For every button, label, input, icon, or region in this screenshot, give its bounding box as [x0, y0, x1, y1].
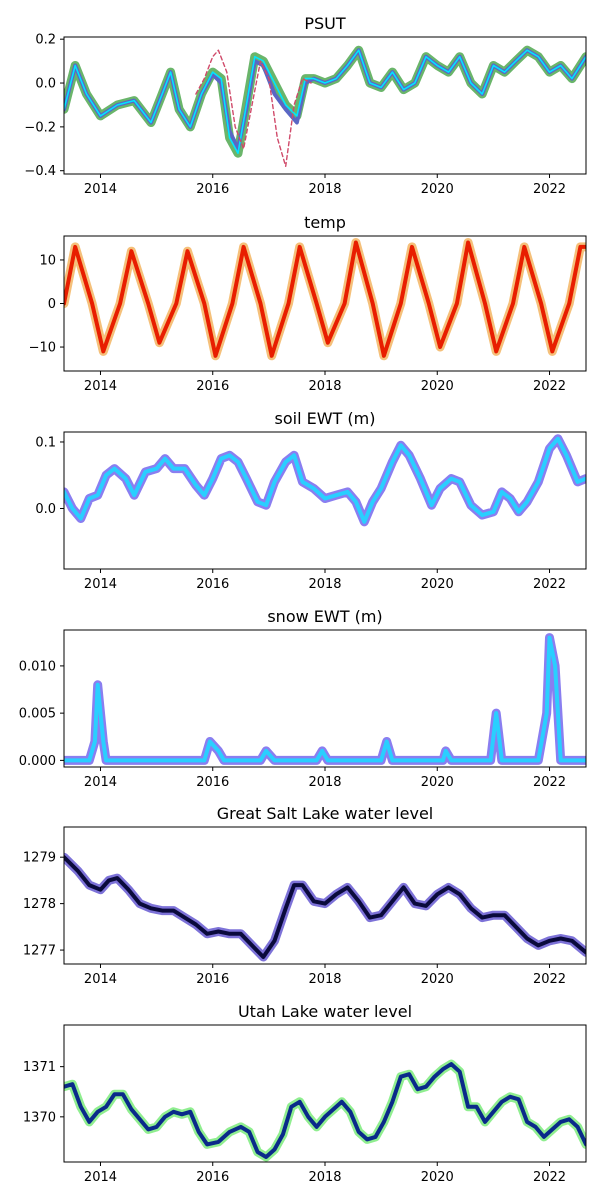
x-tick-label: 2022	[533, 775, 566, 790]
axes-frame	[63, 826, 587, 965]
x-tick-label: 2022	[533, 972, 566, 987]
series-group	[64, 238, 586, 361]
y-tick-label: 1278	[23, 897, 56, 912]
series-group	[64, 633, 586, 765]
y-tick-label: 0.010	[19, 659, 56, 674]
x-tick-label: 2020	[421, 182, 454, 197]
series-group	[64, 1059, 586, 1162]
x-tick-label: 2018	[308, 972, 341, 987]
series-line	[64, 1059, 586, 1162]
chart-title: Great Salt Lake water level	[217, 804, 433, 823]
chart-title: PSUT	[304, 14, 346, 33]
y-tick-label: 0.2	[35, 33, 56, 48]
series-line	[64, 1062, 586, 1159]
x-tick-label: 2014	[84, 379, 117, 394]
x-tick-label: 2016	[196, 1170, 229, 1185]
axes-frame	[63, 629, 587, 768]
series-line	[64, 436, 586, 524]
x-tick-label: 2022	[533, 577, 566, 592]
x-tick-label: 2020	[421, 1170, 454, 1185]
x-tick-label: 2018	[308, 1170, 341, 1185]
series-line	[64, 49, 586, 154]
chart-panel: Great Salt Lake water level 2014 2016 2018 2…	[23, 804, 587, 987]
y-tick-label: 1277	[23, 944, 56, 959]
x-tick-label: 2020	[421, 577, 454, 592]
chart-panel: Utah Lake water level 2014 2016 2018 2020 202…	[23, 1002, 587, 1185]
chart-title: soil EWT (m)	[275, 409, 376, 428]
x-tick-label: 2020	[421, 972, 454, 987]
y-tick-label: −0.4	[24, 164, 56, 179]
x-tick-label: 2014	[84, 1170, 117, 1185]
x-tick-label: 2018	[308, 379, 341, 394]
series-group	[64, 434, 586, 527]
x-tick-label: 2014	[84, 182, 117, 197]
x-tick-label: 2018	[308, 182, 341, 197]
axes-frame	[63, 235, 587, 372]
chart-panel: temp 2014 2016 2018 2020 2022 10 0 −10	[29, 213, 587, 394]
y-tick-label: 1371	[23, 1060, 56, 1075]
x-tick-label: 2018	[308, 577, 341, 592]
x-tick-label: 2016	[196, 379, 229, 394]
x-tick-label: 2018	[308, 775, 341, 790]
chart-title: Utah Lake water level	[238, 1002, 412, 1021]
x-tick-label: 2016	[196, 182, 229, 197]
series-line	[64, 635, 586, 763]
chart-panel: PSUT 2014 2016 2018 2020 2022 0.2 0.0 −0.2 −0.4	[24, 14, 587, 197]
series-group	[64, 45, 586, 167]
x-tick-label: 2022	[533, 182, 566, 197]
x-tick-label: 2016	[196, 577, 229, 592]
y-tick-label: 0.0	[35, 502, 56, 517]
x-tick-label: 2016	[196, 972, 229, 987]
chart-panel: soil EWT (m) 2014 2016 2018 2020 2022 0.1 0.0	[35, 409, 587, 592]
x-tick-label: 2022	[533, 379, 566, 394]
chart-panel: snow EWT (m) 2014 2016 2018 2020 2022 0.010 0.0…	[19, 607, 587, 790]
y-tick-label: 0.005	[19, 707, 56, 722]
y-tick-label: −10	[29, 341, 56, 356]
x-tick-label: 2014	[84, 775, 117, 790]
series-line	[195, 49, 312, 167]
y-tick-label: 0.000	[19, 754, 56, 769]
y-tick-label: 0.1	[35, 435, 56, 450]
y-tick-label: 1370	[23, 1110, 56, 1125]
chart-title: snow EWT (m)	[267, 607, 382, 626]
x-tick-label: 2016	[196, 775, 229, 790]
series-line	[64, 240, 586, 358]
y-tick-label: 0	[48, 297, 56, 312]
x-tick-label: 2020	[421, 775, 454, 790]
x-tick-label: 2022	[533, 1170, 566, 1185]
x-tick-label: 2014	[84, 577, 117, 592]
y-tick-label: 0.0	[35, 77, 56, 92]
x-tick-label: 2020	[421, 379, 454, 394]
series-line	[64, 852, 586, 962]
x-tick-label: 2014	[84, 972, 117, 987]
series-line	[64, 855, 586, 959]
series-line	[64, 45, 586, 158]
y-tick-label: 1279	[23, 851, 56, 866]
chart-title: temp	[304, 213, 346, 232]
y-tick-label: −0.2	[24, 120, 56, 135]
y-tick-label: 10	[39, 253, 56, 268]
series-group	[64, 852, 586, 962]
series-line	[64, 633, 586, 765]
